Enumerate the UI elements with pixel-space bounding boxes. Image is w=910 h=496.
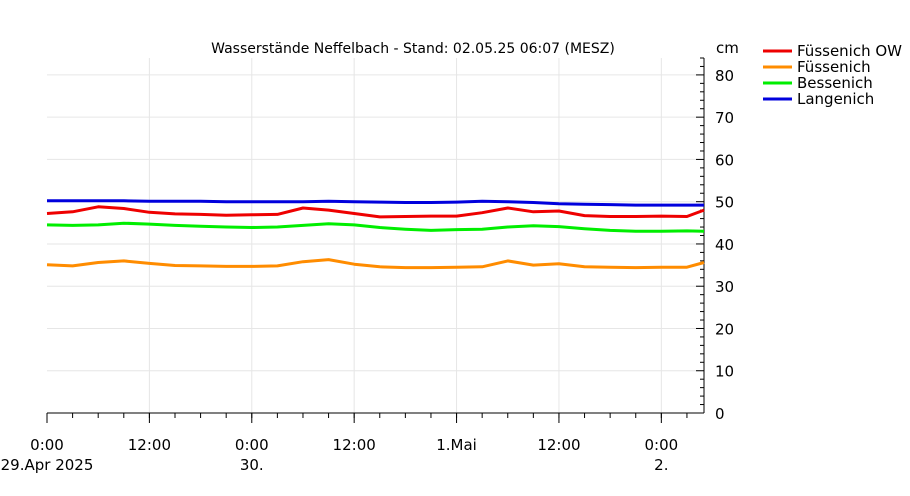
legend-entry-label: Füssenich OW <box>797 42 902 60</box>
axes: 0 10 20 30 40 50 60 70 80 0:00 29.Apr 2025 12:00 0:0… <box>1 57 734 474</box>
legend-entry-label: Langenich <box>797 90 874 108</box>
series-line <box>46 258 705 270</box>
x-tick-date-label: 30. <box>240 456 264 474</box>
legend-entry-label: Füssenich <box>797 58 871 76</box>
x-tick-label: 0:00 <box>644 436 678 454</box>
series-line <box>47 199 704 207</box>
series-line <box>46 221 705 233</box>
y-tick-label: 20 <box>715 320 734 338</box>
series-layer <box>46 199 705 270</box>
y-tick-label: 70 <box>715 109 734 127</box>
y-tick-label: 30 <box>715 278 734 296</box>
chart-title: Wasserstände Neffelbach - Stand: 02.05.2… <box>211 41 615 57</box>
x-tick-label: 12:00 <box>537 436 580 454</box>
y-tick-label: 10 <box>715 363 734 381</box>
x-tick-label: 12:00 <box>333 436 376 454</box>
y-tick-label: 60 <box>715 151 734 169</box>
x-tick-label: 0:00 <box>235 436 269 454</box>
x-tick-label: 0:00 <box>30 436 64 454</box>
y-tick-label: 80 <box>715 67 734 85</box>
legend-entry-label: Bessenich <box>797 74 873 92</box>
x-tick-label: 12:00 <box>128 436 171 454</box>
y-axis-unit-label: cm <box>716 39 739 57</box>
y-tick-label: 0 <box>715 405 725 423</box>
y-tick-label: 50 <box>715 194 734 212</box>
x-tick-date-label: 2. <box>654 456 668 474</box>
series-line <box>46 205 705 219</box>
x-tick-label: 1.Mai <box>436 436 477 454</box>
y-tick-label: 40 <box>715 236 734 254</box>
x-tick-date-label: 29.Apr 2025 <box>1 456 94 474</box>
grid <box>47 58 704 413</box>
